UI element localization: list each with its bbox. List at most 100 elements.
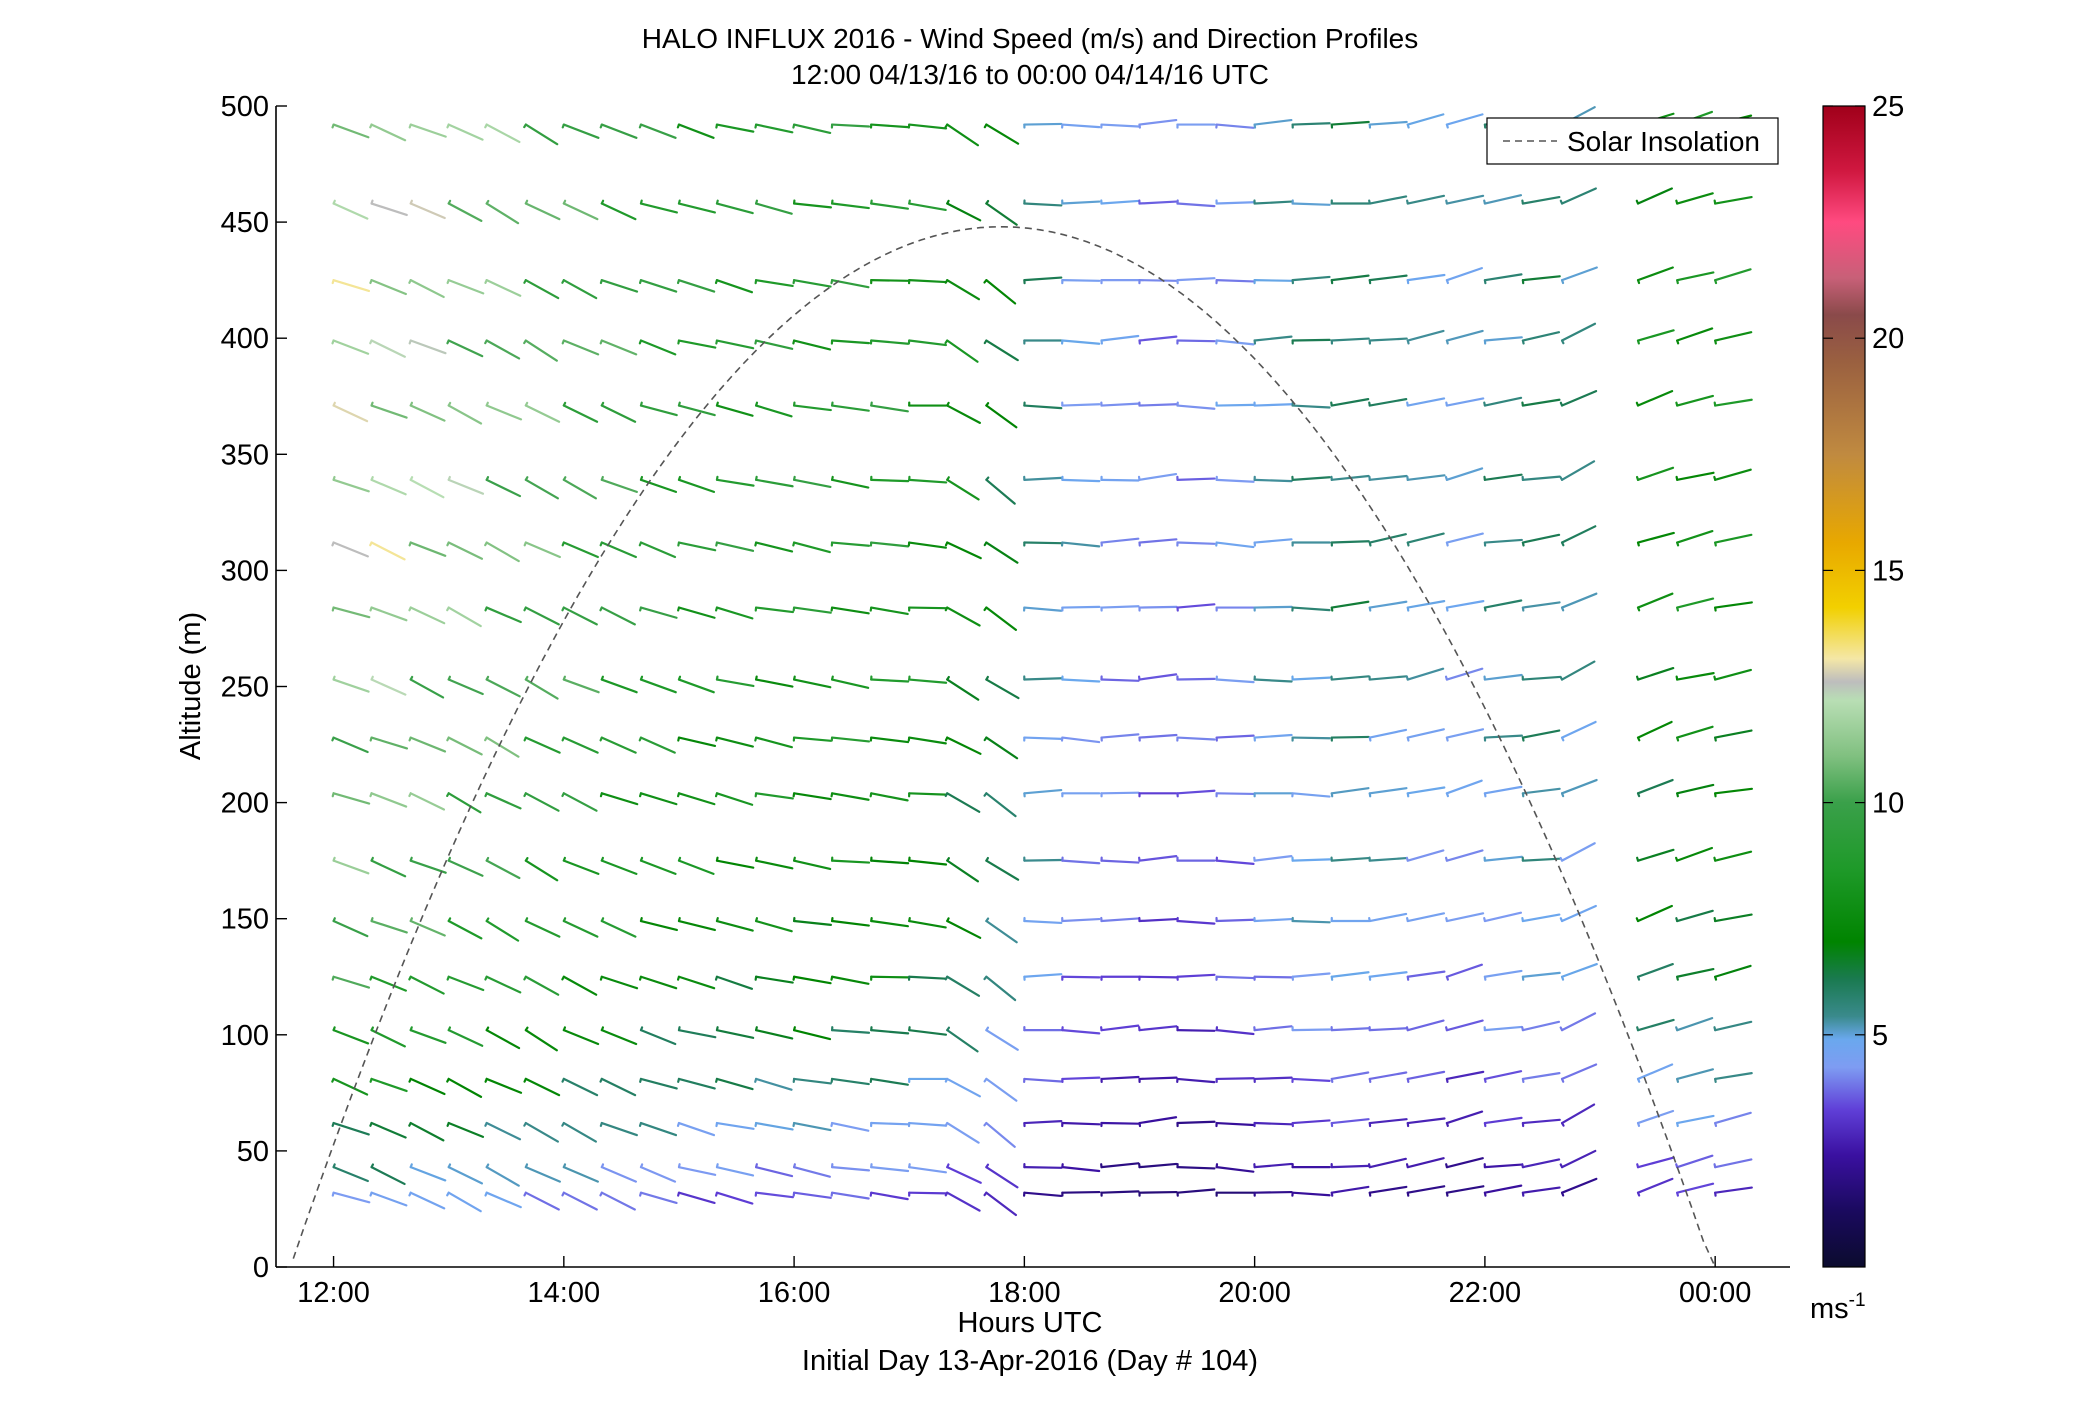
wind-barb — [369, 975, 407, 992]
wind-barb — [1483, 336, 1523, 345]
wind-barb-shaft — [1253, 538, 1293, 544]
wind-barb — [408, 975, 445, 995]
wind-barb-flag — [1635, 917, 1640, 923]
wind-barb-shaft — [1023, 1191, 1063, 1198]
wind-barb-shaft — [1061, 123, 1101, 129]
wind-barb — [1559, 389, 1598, 407]
wind-barb-shaft — [755, 919, 793, 933]
wind-barb-shaft — [524, 859, 559, 882]
wind-barb-shaft — [1636, 389, 1674, 407]
wind-barb — [485, 401, 523, 421]
wind-barb-shaft — [639, 202, 678, 214]
wind-barb — [1445, 1157, 1484, 1169]
wind-barb-shaft — [1368, 474, 1408, 481]
wind-barb-shaft — [1521, 1020, 1561, 1032]
wind-barb-shaft — [1061, 859, 1101, 865]
wind-barb — [408, 279, 445, 299]
wind-barb-shaft — [639, 678, 677, 694]
wind-barb-shaft — [1100, 123, 1140, 128]
wind-barb-shaft — [332, 678, 370, 693]
wind-barb-flag — [1445, 339, 1449, 345]
wind-barb-shaft — [1100, 1162, 1140, 1169]
wind-barb-shaft — [485, 1191, 522, 1209]
wind-barb — [1521, 913, 1561, 923]
wind-barb — [1100, 1190, 1140, 1197]
wind-barb-shaft — [677, 1121, 716, 1137]
wind-barb-flag — [754, 541, 758, 547]
wind-barb-shaft — [1560, 1063, 1598, 1081]
wind-barb — [677, 1191, 716, 1204]
wind-barb-flag — [1676, 736, 1680, 742]
chart-subtitle: 12:00 04/13/16 to 00:00 04/14/16 UTC — [791, 59, 1269, 90]
wind-barb — [600, 856, 638, 876]
wind-barb-flag — [332, 856, 336, 862]
wind-barb-shaft — [908, 606, 948, 610]
wind-barb — [638, 975, 678, 990]
wind-barb — [1368, 728, 1408, 742]
wind-barb — [715, 917, 754, 932]
wind-barb — [599, 792, 639, 806]
wind-barb — [755, 199, 793, 215]
wind-barb-shaft — [985, 202, 1018, 226]
wind-barb-shaft — [908, 859, 948, 866]
wind-barb-shaft — [639, 859, 677, 876]
wind-barb — [1676, 1114, 1715, 1128]
wind-barb-flag — [524, 401, 529, 407]
wind-barb-shaft — [755, 202, 793, 215]
wind-barb — [1406, 1117, 1446, 1128]
wind-barb-flag — [639, 1026, 644, 1032]
wind-barb-shaft — [830, 678, 870, 689]
wind-barb-flag — [1636, 1077, 1641, 1083]
wind-barb-flag — [677, 736, 681, 742]
wind-barb-shaft — [332, 404, 369, 423]
wind-barb — [1061, 1121, 1101, 1128]
wind-barb-flag — [830, 975, 834, 981]
wind-barb — [1023, 916, 1063, 925]
wind-barb-shaft — [1061, 541, 1101, 548]
wind-barb-flag — [638, 792, 643, 798]
wind-barb — [1100, 334, 1140, 345]
wind-barb-shaft — [677, 736, 717, 748]
wind-barb-shaft — [985, 1029, 1019, 1051]
wind-barb-flag — [985, 1163, 990, 1169]
wind-barb-shaft — [755, 1077, 793, 1091]
wind-barb-shaft — [600, 478, 638, 493]
wind-barb-flag — [1675, 199, 1679, 205]
wind-barb-flag — [1330, 1077, 1334, 1083]
wind-barb — [830, 916, 870, 927]
wind-barb-shaft — [830, 478, 870, 489]
wind-barb — [1406, 532, 1445, 547]
wind-barb — [755, 401, 793, 418]
wind-barb — [1330, 1071, 1370, 1083]
wind-barb-shaft — [870, 859, 910, 865]
wind-barb-shaft — [1291, 122, 1331, 126]
wind-barb-shaft — [985, 919, 1018, 944]
wind-barb-flag — [639, 1191, 643, 1197]
wind-barb-flag — [1559, 675, 1564, 681]
wind-barb-flag — [1676, 975, 1679, 981]
wind-barb — [369, 792, 408, 808]
wind-barb-shaft — [870, 1077, 909, 1086]
wind-barb-flag — [332, 199, 336, 205]
wind-barb-shaft — [447, 678, 484, 696]
wind-barb-shaft — [755, 678, 794, 688]
wind-barb-shaft — [562, 736, 599, 754]
wind-barb-shaft — [1521, 971, 1561, 978]
wind-barb-flag — [1635, 675, 1640, 681]
wind-barb-flag — [946, 675, 950, 681]
wind-barb — [370, 1026, 406, 1048]
wind-barb — [1483, 673, 1523, 681]
wind-barb-shaft — [1368, 856, 1408, 862]
wind-barb-shaft — [1023, 736, 1063, 740]
wind-barb — [331, 1077, 369, 1096]
wind-barb — [409, 1026, 447, 1044]
wind-barb-flag — [1483, 199, 1486, 205]
wind-barb-shaft — [1676, 597, 1715, 609]
wind-barb-flag — [484, 1191, 488, 1197]
wind-barb — [369, 279, 407, 296]
wind-barb — [1483, 1070, 1523, 1083]
wind-barb-shaft — [946, 541, 982, 560]
wind-barb — [1330, 1163, 1370, 1169]
wind-barb-shaft — [1406, 1157, 1445, 1169]
wind-barb-flag — [447, 1163, 452, 1169]
